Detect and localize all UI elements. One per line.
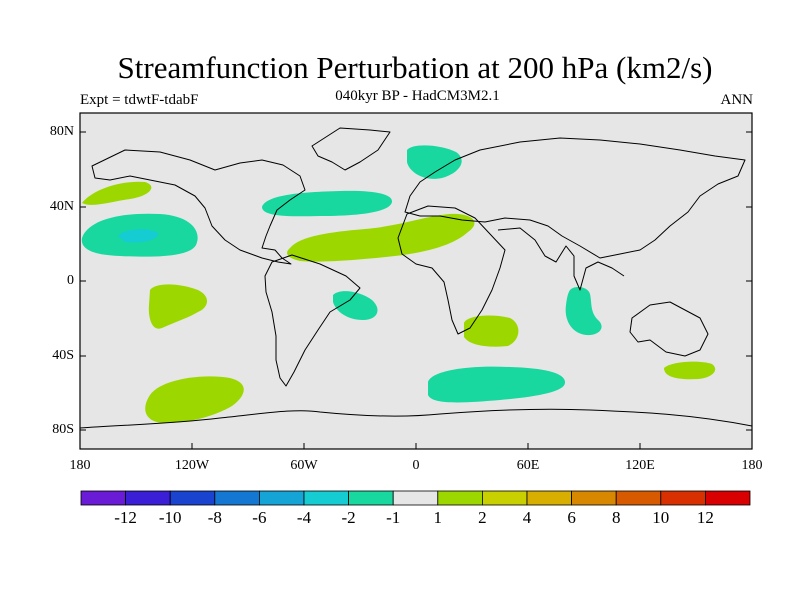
lon-label-60e: 60E	[516, 458, 540, 473]
lon-label-180-right: 180	[741, 458, 763, 473]
colorbar-label: -12	[114, 508, 137, 527]
anomaly-blob-indian-ocean	[565, 286, 602, 336]
axis-ticks	[79, 131, 753, 449]
colorbar-label: 4	[522, 508, 532, 527]
anomaly-blob-east-pacific	[148, 284, 208, 329]
colorbar-label: 12	[696, 508, 714, 527]
lat-label-0: 0	[67, 273, 74, 288]
colorbar-label: -10	[158, 508, 182, 527]
lon-label-0: 0	[412, 458, 420, 473]
colorbar-box	[348, 490, 394, 506]
anomaly-blob-southern-indian-ocean	[428, 366, 566, 403]
colorbar-box	[660, 490, 706, 506]
anomaly-blob-tropical-atlantic-africa	[287, 213, 475, 262]
colorbar-box	[214, 490, 260, 506]
lat-label-40s: 40S	[52, 348, 74, 363]
lon-label-180-left: 180	[69, 458, 91, 473]
colorbar-box	[258, 490, 305, 506]
colorbar-box	[705, 490, 751, 506]
anomaly-blob-north-pacific-west	[82, 181, 152, 205]
experiment-label: Expt = tdwtF-tdabF	[80, 92, 199, 108]
colorbar-box	[481, 490, 528, 506]
colorbar-label: 2	[478, 508, 487, 527]
anomaly-blob-scandinavia	[407, 145, 462, 179]
coast-north-america	[91, 149, 306, 265]
colorbar-box	[80, 490, 126, 506]
coast-africa	[397, 205, 506, 335]
colorbar-label: 10	[652, 508, 670, 527]
lat-label-80s: 80S	[52, 422, 74, 437]
coast-arabia-india	[497, 227, 625, 291]
lat-label-40n: 40N	[49, 199, 74, 214]
colorbar-box	[303, 490, 349, 506]
colorbar-label: 8	[611, 508, 621, 527]
anomaly-blob-madagascar	[464, 315, 519, 347]
colorbar-box	[392, 490, 439, 506]
colorbar-box	[437, 490, 483, 506]
colorbar-label: -8	[207, 508, 222, 527]
colorbar-box	[526, 490, 572, 506]
anomaly-blob-south-pacific	[145, 376, 244, 423]
colorbar-label: 1	[433, 508, 443, 527]
lon-label-120w: 120W	[174, 458, 210, 473]
colorbar-box	[169, 490, 216, 506]
anomaly-blob-subtropical-pacific-core	[118, 229, 159, 243]
anomaly-blob-south-atlantic	[333, 291, 378, 320]
subtitle: 040kyr BP - HadCM3M2.1	[335, 88, 500, 104]
colorbar-label: -4	[296, 508, 312, 527]
colorbar-box	[615, 490, 662, 506]
coast-antarctica	[79, 408, 753, 429]
coast-greenland	[311, 127, 391, 171]
contour-fills	[81, 145, 716, 423]
colorbar-box	[571, 490, 617, 506]
season-label: ANN	[720, 92, 754, 108]
colorbar-label: -2	[341, 508, 356, 527]
colorbar	[80, 490, 751, 506]
coastlines	[79, 127, 753, 429]
colorbar-label: 6	[567, 508, 576, 527]
lon-label-60w: 60W	[290, 458, 318, 473]
coast-south-america	[264, 254, 361, 387]
coast-australia	[629, 301, 709, 357]
lat-label-80n: 80N	[49, 124, 74, 139]
colorbar-label: -6	[252, 508, 267, 527]
lon-label-120e: 120E	[625, 458, 655, 473]
coast-europe-asia	[404, 137, 746, 259]
plot-title: Streamfunction Perturbation at 200 hPa (…	[117, 50, 713, 85]
colorbar-box	[125, 490, 171, 506]
anomaly-blob-tasman-sea	[664, 361, 716, 380]
colorbar-label: -1	[386, 508, 401, 527]
